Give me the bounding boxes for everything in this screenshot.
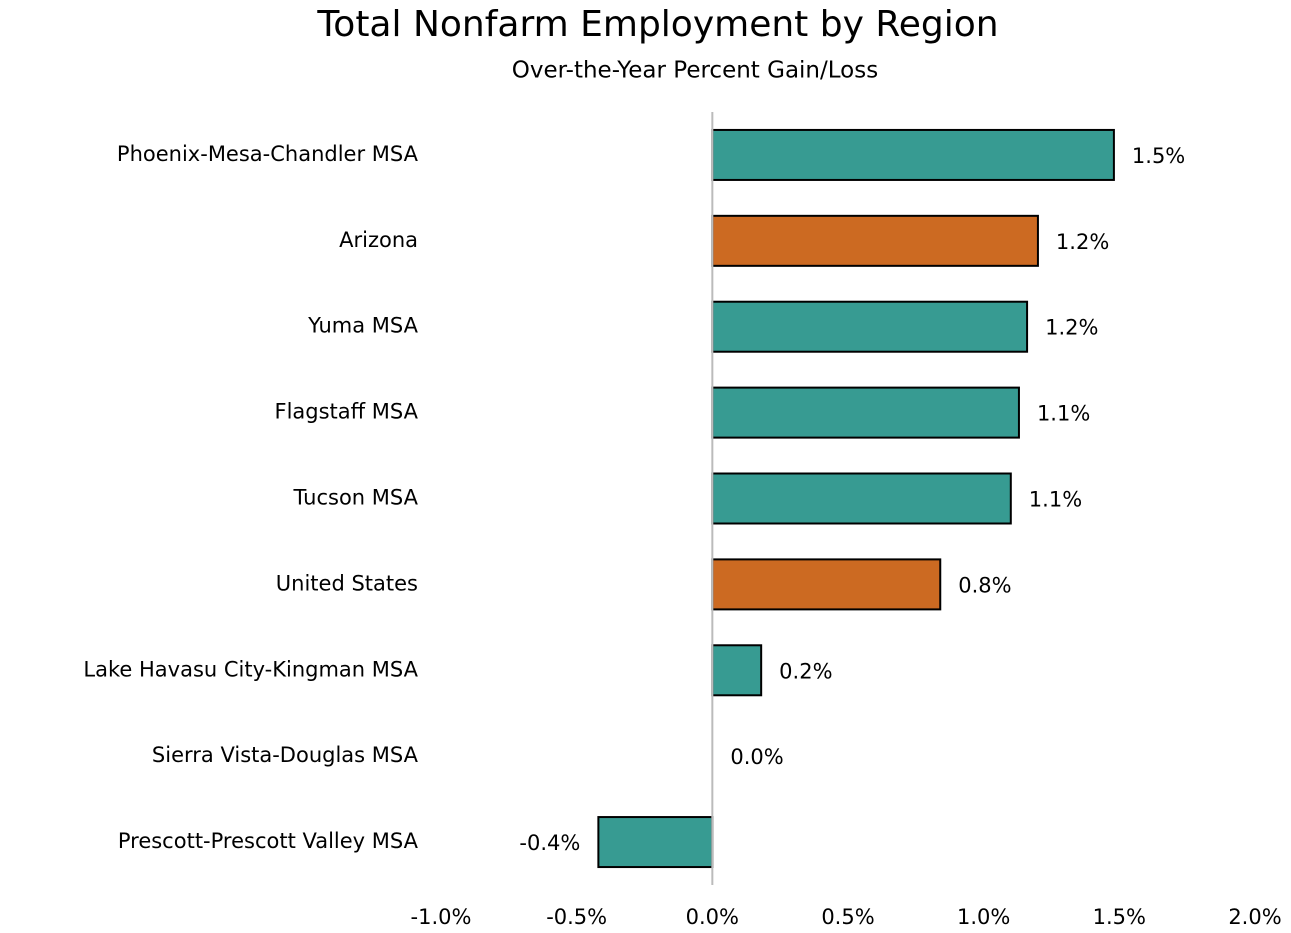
bar [597, 816, 714, 869]
x-tick-label: -1.0% [411, 905, 472, 929]
value-label: 1.5% [1132, 144, 1185, 168]
y-tick-label: Phoenix-Mesa-Chandler MSA [117, 142, 419, 166]
value-label: 1.2% [1045, 316, 1098, 340]
y-tick-label: Prescott-Prescott Valley MSA [118, 829, 419, 853]
x-tick-label: 1.0% [957, 905, 1010, 929]
x-tick-label: -0.5% [546, 905, 607, 929]
value-label: 0.8% [958, 573, 1011, 597]
value-label: 1.1% [1029, 488, 1082, 512]
bar [711, 386, 1020, 439]
x-tick-label: 0.0% [686, 905, 739, 929]
bar [711, 128, 1115, 181]
bar [711, 300, 1029, 353]
x-tick-label: 1.5% [1093, 905, 1146, 929]
value-label: 1.1% [1037, 402, 1090, 426]
bar [711, 644, 763, 697]
value-label: -0.4% [519, 831, 580, 855]
y-tick-label: Yuma MSA [307, 314, 419, 338]
x-tick-label: 0.5% [821, 905, 874, 929]
value-label: 0.2% [779, 659, 832, 683]
value-label: 1.2% [1056, 230, 1109, 254]
chart-title: Total Nonfarm Employment by Region [316, 4, 998, 45]
bar [711, 558, 942, 611]
y-tick-label: Arizona [339, 228, 418, 252]
value-label: 0.0% [730, 745, 783, 769]
chart-subtitle: Over-the-Year Percent Gain/Loss [512, 58, 878, 84]
y-tick-label: Tucson MSA [293, 486, 419, 510]
y-tick-label: United States [276, 571, 418, 595]
bar [711, 214, 1039, 267]
x-tick-label: 2.0% [1228, 905, 1281, 929]
y-tick-label: Flagstaff MSA [274, 400, 418, 424]
y-tick-label: Lake Havasu City-Kingman MSA [83, 657, 418, 681]
bar [711, 472, 1012, 525]
y-tick-label: Sierra Vista-Douglas MSA [152, 743, 419, 767]
